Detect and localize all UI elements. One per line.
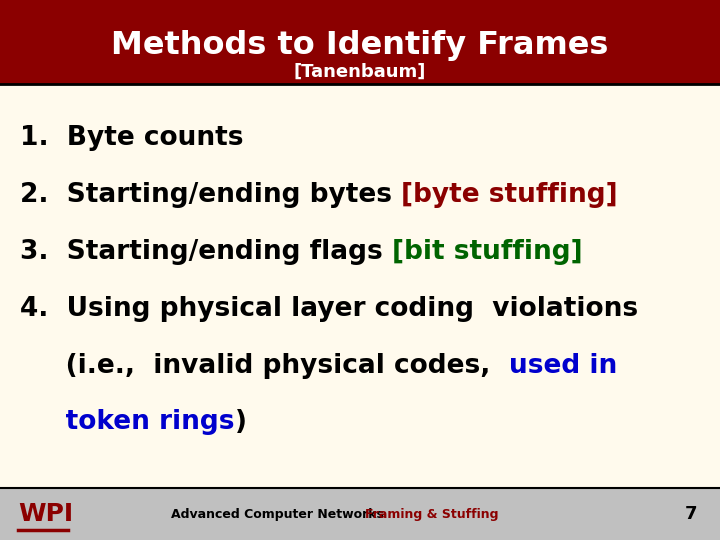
Text: 3.  Starting/ending flags: 3. Starting/ending flags: [20, 239, 392, 265]
Text: [bit stuffing]: [bit stuffing]: [392, 239, 582, 265]
Bar: [0, 0, 720, 84]
Text: Methods to Identify Frames: Methods to Identify Frames: [112, 30, 608, 62]
Text: WPI: WPI: [18, 502, 73, 526]
Bar: [0, 488, 720, 540]
Text: used in: used in: [509, 353, 617, 379]
Text: (i.e.,  invalid physical codes,: (i.e., invalid physical codes,: [20, 353, 509, 379]
Text: 1.  Byte counts: 1. Byte counts: [20, 125, 243, 151]
Text: 7: 7: [685, 505, 698, 523]
Text: 2.  Starting/ending bytes: 2. Starting/ending bytes: [20, 183, 401, 208]
Text: [Tanenbaum]: [Tanenbaum]: [294, 62, 426, 80]
Text: token rings: token rings: [20, 409, 235, 435]
Text: [byte stuffing]: [byte stuffing]: [401, 183, 618, 208]
Text: ): ): [235, 409, 247, 435]
Text: 4.  Using physical layer coding  violations: 4. Using physical layer coding violation…: [20, 296, 639, 322]
Text: Advanced Computer Networks: Advanced Computer Networks: [171, 508, 384, 521]
Text: Framing & Stuffing: Framing & Stuffing: [365, 508, 499, 521]
